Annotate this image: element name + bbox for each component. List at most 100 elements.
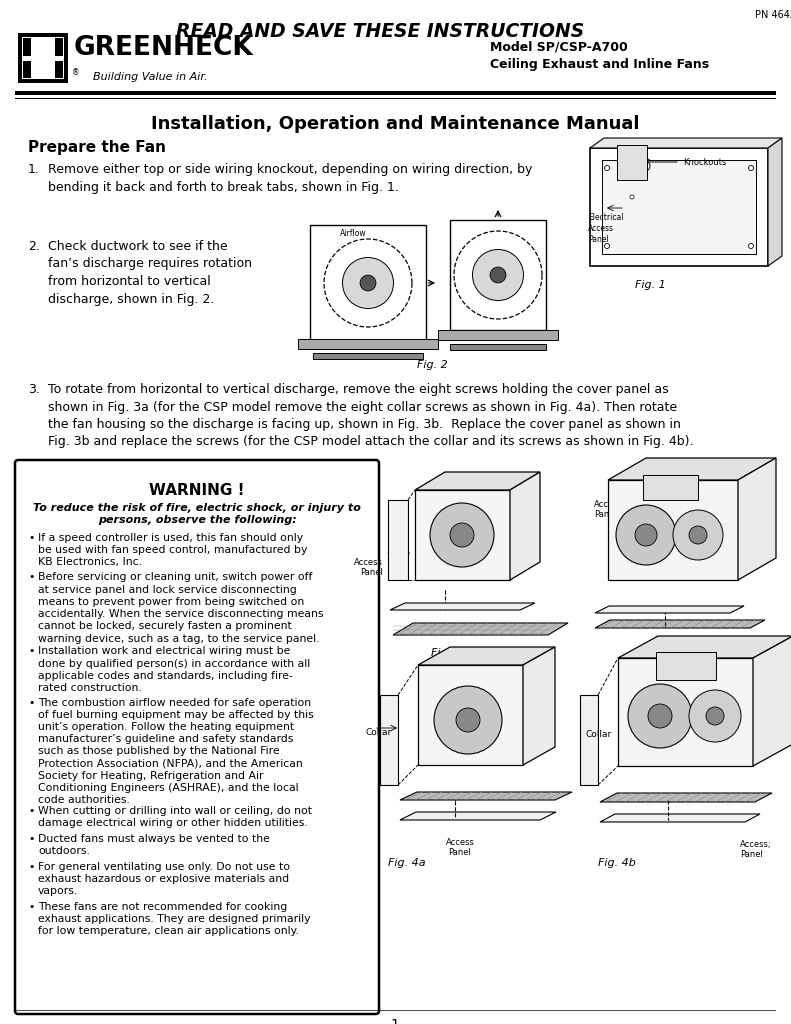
- Bar: [617, 145, 647, 180]
- Circle shape: [689, 690, 741, 742]
- Circle shape: [490, 267, 506, 283]
- Polygon shape: [600, 793, 772, 802]
- Text: GREENHECK: GREENHECK: [74, 35, 254, 61]
- Circle shape: [628, 684, 692, 748]
- Circle shape: [343, 257, 393, 308]
- Text: Check ductwork to see if the
fan’s discharge requires rotation
from horizontal t: Check ductwork to see if the fan’s disch…: [48, 240, 252, 305]
- Polygon shape: [510, 472, 540, 580]
- Text: •: •: [28, 834, 34, 844]
- Text: Access
Panel: Access Panel: [445, 838, 475, 857]
- Polygon shape: [595, 620, 765, 628]
- Bar: [450, 344, 546, 350]
- Circle shape: [604, 166, 610, 171]
- Polygon shape: [400, 792, 572, 800]
- Text: Airflow: Airflow: [339, 229, 366, 238]
- Circle shape: [472, 250, 524, 300]
- Circle shape: [616, 505, 676, 565]
- Bar: [602, 160, 756, 254]
- Text: Model SP/CSP-A700: Model SP/CSP-A700: [490, 40, 628, 53]
- Text: Fig. 3a: Fig. 3a: [431, 648, 469, 658]
- Circle shape: [640, 161, 650, 171]
- Text: Before servicing or cleaning unit, switch power off
at service panel and lock se: Before servicing or cleaning unit, switc…: [38, 572, 324, 644]
- Text: READ AND SAVE THESE INSTRUCTIONS: READ AND SAVE THESE INSTRUCTIONS: [176, 22, 584, 41]
- Circle shape: [673, 510, 723, 560]
- Bar: [15, 91, 776, 95]
- Text: •: •: [28, 901, 34, 911]
- Text: •: •: [28, 862, 34, 872]
- Text: Fig. 4b: Fig. 4b: [598, 858, 636, 868]
- FancyBboxPatch shape: [15, 460, 379, 1014]
- Bar: [310, 225, 426, 341]
- Text: 2.: 2.: [28, 240, 40, 253]
- Text: For general ventilating use only. Do not use to
exhaust hazardous or explosive m: For general ventilating use only. Do not…: [38, 862, 290, 896]
- Bar: [298, 339, 438, 349]
- Text: ®: ®: [72, 68, 80, 77]
- Text: Remove either top or side wiring knockout, depending on wiring direction, by
ben: Remove either top or side wiring knockou…: [48, 163, 532, 194]
- Text: Ducted fans must always be vented to the
outdoors.: Ducted fans must always be vented to the…: [38, 834, 270, 856]
- Circle shape: [706, 707, 724, 725]
- Text: Installation, Operation and Maintenance Manual: Installation, Operation and Maintenance …: [151, 115, 639, 133]
- Text: Knockouts: Knockouts: [683, 158, 726, 167]
- Text: •: •: [28, 646, 34, 656]
- Bar: [55, 38, 63, 78]
- Circle shape: [456, 708, 480, 732]
- Text: Electrical
Access
Panel: Electrical Access Panel: [588, 213, 623, 244]
- Text: To reduce the risk of fire, electric shock, or injury to
persons, observe the fo: To reduce the risk of fire, electric sho…: [33, 503, 361, 525]
- Polygon shape: [418, 647, 555, 665]
- Polygon shape: [415, 490, 510, 580]
- Text: PN 464238: PN 464238: [755, 10, 791, 20]
- Text: Ceiling Exhaust and Inline Fans: Ceiling Exhaust and Inline Fans: [490, 58, 709, 71]
- Text: Fig. 3b: Fig. 3b: [646, 648, 684, 658]
- Circle shape: [604, 244, 610, 249]
- Polygon shape: [608, 480, 738, 580]
- Bar: [22, 37, 64, 79]
- Bar: [656, 652, 716, 680]
- Circle shape: [450, 523, 474, 547]
- Circle shape: [620, 161, 630, 171]
- Bar: [18, 33, 68, 83]
- Polygon shape: [418, 665, 523, 765]
- Polygon shape: [618, 658, 753, 766]
- Polygon shape: [738, 458, 776, 580]
- Polygon shape: [590, 138, 782, 148]
- Text: Prepare the Fan: Prepare the Fan: [28, 140, 166, 155]
- Circle shape: [360, 275, 376, 291]
- Text: When cutting or drilling into wall or ceiling, do not
damage electrical wiring o: When cutting or drilling into wall or ce…: [38, 806, 312, 828]
- Bar: [23, 56, 63, 61]
- Polygon shape: [600, 814, 760, 822]
- Text: Building Value in Air.: Building Value in Air.: [93, 72, 207, 82]
- Text: WARNING !: WARNING !: [149, 483, 244, 498]
- Polygon shape: [580, 695, 598, 785]
- Bar: [590, 148, 768, 266]
- Polygon shape: [388, 500, 408, 580]
- Text: To rotate from horizontal to vertical discharge, remove the eight screws holding: To rotate from horizontal to vertical di…: [48, 383, 694, 449]
- Bar: [450, 220, 546, 330]
- Text: Access
Panel: Access Panel: [354, 558, 383, 578]
- Polygon shape: [768, 138, 782, 266]
- Text: Access;
Panel: Access; Panel: [740, 840, 772, 859]
- Circle shape: [635, 524, 657, 546]
- Polygon shape: [595, 606, 744, 613]
- Bar: [313, 353, 423, 359]
- Circle shape: [648, 705, 672, 728]
- Bar: [15, 98, 776, 99]
- Text: •: •: [28, 806, 34, 816]
- Circle shape: [689, 526, 707, 544]
- Polygon shape: [753, 636, 791, 766]
- Bar: [23, 38, 31, 78]
- Bar: [438, 330, 558, 340]
- Polygon shape: [608, 458, 776, 480]
- Polygon shape: [523, 647, 555, 765]
- Text: Collar: Collar: [366, 728, 392, 737]
- Polygon shape: [415, 472, 540, 490]
- Text: •: •: [28, 572, 34, 583]
- Text: 1: 1: [391, 1018, 399, 1024]
- Text: Access
Panel: Access Panel: [594, 500, 623, 519]
- Text: Fig. 1: Fig. 1: [634, 280, 665, 290]
- Bar: [643, 475, 698, 500]
- Text: Fig. 4a: Fig. 4a: [388, 858, 426, 868]
- Text: These fans are not recommended for cooking
exhaust applications. They are design: These fans are not recommended for cooki…: [38, 901, 311, 936]
- Polygon shape: [380, 695, 398, 785]
- Text: 3.: 3.: [28, 383, 40, 396]
- Text: The combustion airflow needed for safe operation
of fuel burning equipment may b: The combustion airflow needed for safe o…: [38, 697, 314, 806]
